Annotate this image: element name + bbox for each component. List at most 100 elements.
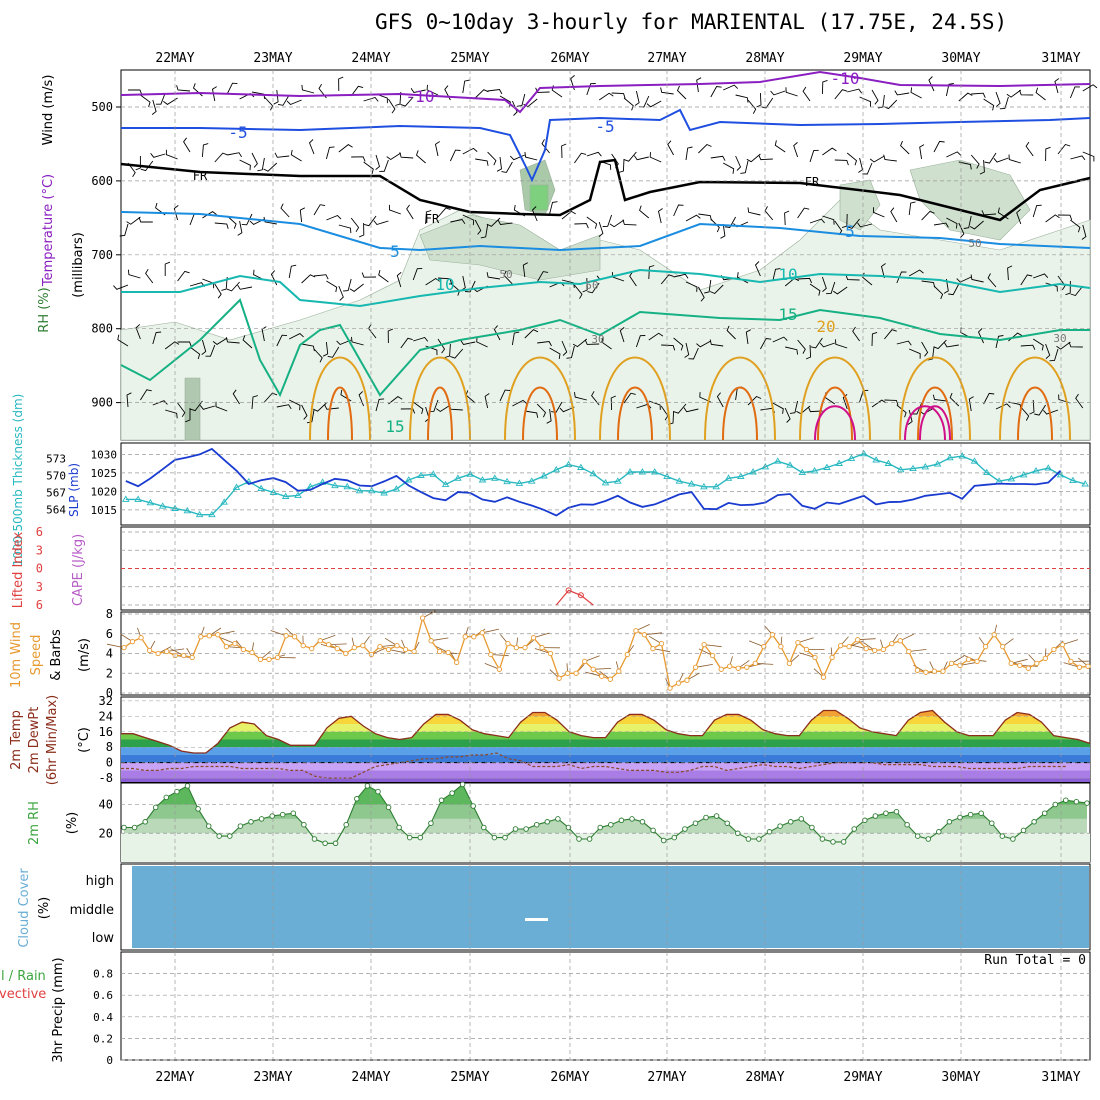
wind-barb (128, 89, 143, 95)
rh-point (428, 820, 434, 826)
wind-speed-point (300, 642, 306, 649)
thickness-point (429, 470, 438, 477)
thickness-point (700, 482, 708, 490)
wind-barb (338, 76, 344, 92)
wind-barb (907, 409, 913, 425)
wind-speed-point (471, 634, 477, 640)
precip-tick-label: 0.4 (93, 1011, 113, 1024)
panel-frame-precip (120, 951, 1091, 1061)
thickness-point (749, 468, 757, 475)
wind-barb (984, 152, 997, 164)
thickness-point (355, 486, 364, 494)
li-axis-label: Lifted Index (11, 531, 26, 608)
wind-barb (847, 218, 860, 229)
wind-barb (872, 207, 885, 218)
wind-barb (388, 649, 406, 654)
thickness-point (441, 480, 450, 488)
wind-barb (328, 643, 347, 645)
rh-point (555, 816, 561, 822)
wind-barb (201, 143, 209, 158)
isotherm-20 (309, 356, 371, 441)
wind-barb (426, 84, 439, 96)
wind-barb (395, 91, 402, 106)
cloud-axis-title: Cloud Cover (%) (17, 868, 52, 948)
wind-barb (586, 151, 602, 157)
thickness-point (712, 482, 720, 490)
isotherm-30 (904, 405, 946, 441)
wind-barb (487, 151, 497, 166)
wind-barb (1057, 143, 1071, 155)
wind-barb (135, 324, 141, 340)
li-tick-label: 3 (36, 580, 43, 594)
wind-barb (958, 92, 973, 102)
wind-barb (644, 632, 663, 636)
rh-point (406, 834, 413, 841)
wind-barb (399, 152, 414, 159)
wind-barb (373, 220, 389, 226)
wind-barb (462, 214, 475, 226)
rh-point (385, 804, 392, 811)
rh-point (766, 829, 773, 835)
wind-barb (956, 276, 972, 283)
rh-point (682, 826, 688, 832)
cloud-gap (525, 918, 548, 921)
wind-barb (648, 332, 664, 341)
wind-barb (928, 76, 935, 92)
wind-barb (933, 339, 947, 350)
wind-barb (908, 649, 927, 652)
wind-tick-label: 4 (106, 647, 113, 661)
wind-barb (1057, 214, 1073, 221)
isotherm-20 (409, 356, 471, 441)
rh-point (978, 810, 984, 816)
wind-barb (480, 224, 489, 239)
wind-barb (862, 272, 873, 286)
wind-barb (338, 224, 352, 234)
rh-point (512, 826, 519, 832)
x-tick-label-top: 22MAY (155, 51, 194, 66)
isotherm-30 (814, 405, 856, 441)
wind-barb (802, 86, 811, 102)
wind-barb (933, 285, 944, 300)
wind-barb (745, 329, 751, 345)
wind-barb (673, 273, 689, 279)
wind-barb (883, 154, 897, 162)
wind-speed-point (624, 651, 630, 658)
wind-barb (450, 218, 466, 224)
wind-barb (683, 407, 699, 413)
wind-barb (214, 222, 229, 229)
wind-barb (322, 341, 329, 357)
wind-barb (970, 274, 984, 283)
wind-barb (688, 347, 699, 360)
wind-barb (862, 162, 873, 175)
wind-barb (871, 331, 878, 347)
wind-barb (969, 220, 984, 230)
contour-label-p5b: 5 (845, 222, 855, 241)
wind-barb (536, 403, 547, 418)
wind-barb (685, 146, 693, 161)
wind-barb (598, 221, 604, 237)
wind-barb (127, 269, 141, 279)
wind-barb (948, 283, 960, 296)
rh-point (893, 808, 900, 815)
wind-speed-point (752, 660, 758, 667)
wind-barb (460, 340, 476, 346)
wind-barb (1019, 89, 1034, 96)
rh-point (904, 821, 910, 828)
wind-barb (312, 402, 327, 412)
x-tick-label-bottom: 26MAY (550, 1070, 589, 1085)
wind-speed-point (249, 649, 255, 656)
wind-barb (758, 154, 773, 161)
wind-barb (797, 207, 810, 219)
wind-speed-point (266, 656, 272, 663)
thickness-point (281, 492, 290, 499)
contour-label-r30a: 30 (591, 333, 604, 346)
wind-barb (623, 151, 637, 162)
wind-speed-point (223, 643, 230, 650)
thickness-point (146, 498, 155, 506)
wind-speed-point (709, 652, 716, 659)
rh-point (862, 817, 868, 824)
thickness-point (392, 485, 401, 492)
wind-barb (549, 347, 561, 359)
rh-point (396, 824, 402, 831)
wind-barb (486, 217, 501, 227)
